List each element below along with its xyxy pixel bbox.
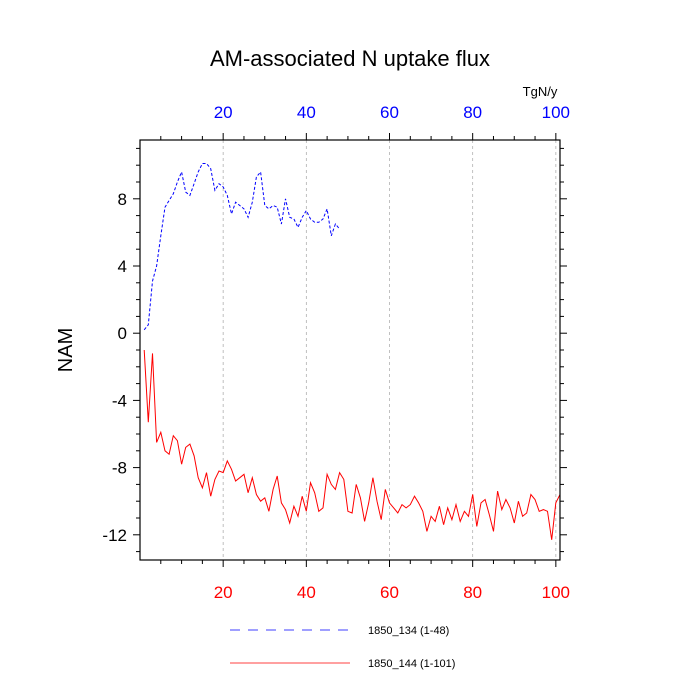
x-top-tick-label: 20 xyxy=(214,103,233,122)
legend-label: 1850_134 (1-48) xyxy=(368,625,449,637)
x-top-tick-label: 80 xyxy=(463,103,482,122)
series-line-1 xyxy=(143,163,340,331)
chart-title: AM-associated N uptake flux xyxy=(210,46,490,71)
x-bottom-tick-label: 20 xyxy=(214,583,233,602)
x-top-tick-label: 40 xyxy=(297,103,316,122)
x-top-tick-label: 60 xyxy=(380,103,399,122)
series-layer xyxy=(143,163,561,540)
y-tick-label: 4 xyxy=(118,257,127,276)
x-top-tick-label: 100 xyxy=(542,103,570,122)
legend-label: 1850_144 (1-101) xyxy=(368,658,455,670)
x-bottom-tick-label: 80 xyxy=(463,583,482,602)
top-axis-unit: TgN/y xyxy=(523,84,558,99)
x-bottom-tick-label: 100 xyxy=(542,583,570,602)
legend: 1850_134 (1-48) 1850_144 (1-101) xyxy=(230,625,455,670)
y-axis-label: NAM xyxy=(55,328,77,372)
x-bottom-tick-label: 40 xyxy=(297,583,316,602)
y-tick-label: 0 xyxy=(118,324,127,343)
y-tick-label: -4 xyxy=(112,391,127,410)
grid xyxy=(222,140,557,560)
y-tick-label: 8 xyxy=(118,190,127,209)
y-tick-label: -8 xyxy=(112,459,127,478)
y-tick-label: -12 xyxy=(102,526,127,545)
x-bottom-tick-label: 60 xyxy=(380,583,399,602)
series-line-2 xyxy=(143,349,561,540)
